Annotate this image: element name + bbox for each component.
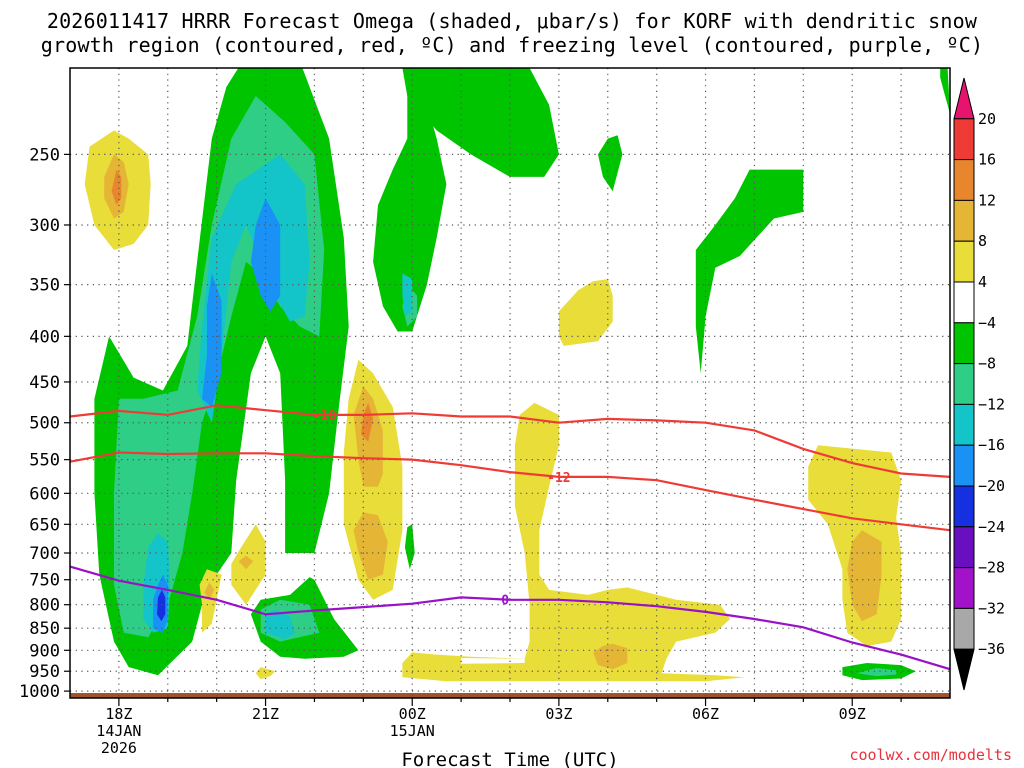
omega-region-17 (250, 198, 281, 312)
x-tick-label-06Z-0: 06Z (692, 705, 719, 723)
colorbar-label-10: −24 (978, 518, 1005, 536)
omega-region-30 (593, 643, 628, 670)
colorbar-bin-2 (953, 159, 975, 201)
omega-region-3 (695, 169, 804, 374)
colorbar-label-2: 12 (978, 191, 996, 209)
y-tick-label-450: 450 (29, 373, 60, 393)
omega-region-28 (402, 402, 745, 682)
omega-region-36 (199, 569, 222, 633)
gridlines (70, 68, 950, 698)
colorbar-label-6: −8 (978, 355, 996, 373)
chart-title-line-2: growth region (contoured, red, ºC) and f… (40, 33, 984, 57)
omega-region-18 (202, 273, 222, 407)
x-tick-label-18Z-2: 2026 (101, 739, 137, 757)
colorbar-bin-13 (953, 607, 975, 650)
x-tick-label-00Z-1: 15JAN (390, 722, 435, 740)
y-tick-label-1000: 1000 (19, 682, 60, 702)
contour-line-1 (70, 451, 950, 532)
y-tick-label-950: 950 (29, 662, 60, 682)
watermark-text: coolwx.com/modelts (849, 746, 1012, 764)
contour-label-1: -12 (547, 471, 570, 486)
y-tick-label-500: 500 (29, 414, 60, 434)
omega-region-15 (265, 609, 295, 640)
contour-label-2: 0 (501, 594, 509, 609)
x-tick-label-18Z-0: 18Z (105, 705, 132, 723)
x-tick-label-09Z-0: 09Z (839, 705, 866, 723)
colorbar-label-7: −12 (978, 395, 1005, 413)
colorbar-bin-14 (953, 648, 975, 691)
omega-region-13 (197, 154, 310, 423)
omega-region-23 (111, 169, 122, 206)
y-tick-label-850: 850 (29, 619, 60, 639)
colorbar: 20 16 12 8 4 −4 −8 −12 −16 −20 −24 −28 −32 −36 (953, 77, 1005, 691)
colorbar-bin-7 (953, 363, 975, 405)
omega-region-31 (558, 279, 613, 346)
x-axis-label: Forecast Time (UTC) (401, 749, 618, 768)
y-tick-label-800: 800 (29, 596, 60, 616)
omega-region-4 (940, 68, 950, 114)
colorbar-label-0: 20 (978, 110, 996, 128)
x-tick-label-21Z-0: 21Z (252, 705, 279, 723)
colorbar-label-1: 16 (978, 151, 996, 169)
colorbar-label-3: 8 (978, 232, 987, 250)
x-tick-label-03Z-0: 03Z (545, 705, 572, 723)
omega-region-0 (373, 68, 447, 332)
contour-lines (70, 404, 950, 671)
contour-line-0 (70, 404, 950, 478)
colorbar-bin-8 (953, 403, 975, 446)
colorbar-bin-11 (953, 526, 975, 569)
colorbar-label-13: −36 (978, 640, 1005, 658)
colorbar-bin-3 (953, 199, 975, 242)
colorbar-label-4: 4 (978, 273, 987, 291)
x-tick-label-18Z-1: 14JAN (96, 722, 141, 740)
omega-region-37 (204, 582, 215, 600)
y-tick-label-400: 400 (29, 327, 60, 347)
colorbar-label-8: −16 (978, 436, 1005, 454)
omega-region-2 (598, 135, 623, 192)
y-tick-label-900: 900 (29, 641, 60, 661)
colorbar-bin-1 (953, 118, 975, 161)
omega-region-29 (461, 658, 525, 664)
contour-line-2 (70, 565, 950, 671)
x-tick-label-00Z-0: 00Z (399, 705, 426, 723)
y-tick-label-350: 350 (29, 276, 60, 296)
colorbar-label-12: −32 (978, 599, 1005, 617)
y-tick-label-750: 750 (29, 571, 60, 591)
y-tick-label-650: 650 (29, 515, 60, 535)
chart-title-line-1: 2026011417 HRRR Forecast Omega (shaded, … (46, 9, 978, 33)
colorbar-bin-10 (953, 485, 975, 528)
contour-label-0: -18 (312, 409, 336, 424)
colorbar-bin-0 (953, 77, 975, 120)
omega-region-12 (857, 668, 897, 677)
y-tick-label-300: 300 (29, 216, 60, 236)
colorbar-label-9: −20 (978, 477, 1005, 495)
omega-shading (84, 68, 950, 682)
y-tick-label-550: 550 (29, 451, 60, 471)
omega-region-20 (157, 589, 166, 622)
colorbar-label-5: −4 (978, 314, 996, 332)
omega-region-26 (353, 512, 388, 580)
y-tick-label-700: 700 (29, 544, 60, 564)
y-tick-label-600: 600 (29, 484, 60, 504)
omega-region-16 (402, 273, 413, 317)
colorbar-bin-9 (953, 444, 975, 487)
omega-region-33 (847, 530, 882, 622)
y-tick-label-250: 250 (29, 145, 60, 165)
contour-labels: -18 -12 0 (312, 409, 570, 609)
omega-region-1 (402, 68, 559, 177)
colorbar-bin-4 (953, 240, 975, 283)
y-axis: 2503003504004505005506006507007508008509… (19, 145, 70, 702)
colorbar-bin-12 (953, 567, 975, 609)
omega-region-35 (238, 555, 254, 570)
colorbar-bin-6 (953, 322, 975, 365)
colorbar-bin-5 (953, 281, 975, 324)
colorbar-label-11: −28 (978, 559, 1005, 577)
